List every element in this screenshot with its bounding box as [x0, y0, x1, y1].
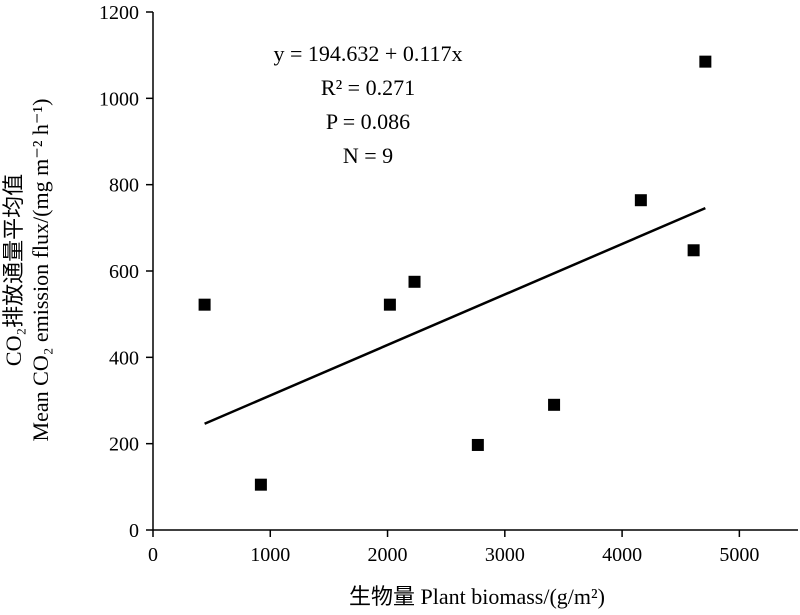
- equation-label: y = 194.632 + 0.117x: [274, 41, 463, 66]
- data-point: [471, 438, 484, 451]
- y-ticks: 0 200 400 600 800 1000 1200: [99, 2, 153, 542]
- data-point: [634, 194, 647, 207]
- p-value-label: P = 0.086: [326, 109, 410, 134]
- x-tick-label: 3000: [485, 544, 525, 566]
- data-point: [687, 244, 700, 257]
- y-tick-label: 0: [129, 520, 139, 542]
- r-squared-label: R² = 0.271: [321, 75, 415, 100]
- regression-line: [204, 206, 706, 425]
- y-axis-title-line2: Mean CO₂ emission flux/(mg m⁻² h⁻¹): [28, 99, 53, 442]
- data-points: [198, 55, 712, 491]
- data-point: [254, 478, 267, 491]
- axes: [152, 12, 798, 531]
- x-tick-label: 1000: [250, 544, 290, 566]
- x-tick-label: 2000: [368, 544, 408, 566]
- x-axis-title: 生物量 Plant biomass/(g/m²): [349, 584, 605, 609]
- data-point: [408, 275, 421, 288]
- data-point: [699, 55, 712, 68]
- data-point: [198, 298, 211, 311]
- regression-equation: y = 194.632 + 0.117x R² = 0.271 P = 0.08…: [274, 41, 463, 168]
- data-point: [383, 298, 396, 311]
- y-tick-label: 1200: [99, 2, 139, 24]
- n-label: N = 9: [343, 143, 393, 168]
- x-tick-label: 4000: [602, 544, 642, 566]
- y-tick-label: 1000: [99, 88, 139, 110]
- x-ticks: 0 1000 2000 3000 4000 5000: [148, 530, 759, 566]
- y-tick-label: 400: [109, 347, 139, 369]
- y-tick-label: 800: [109, 175, 139, 197]
- y-axis-title-line1: CO₂排放通量平均值: [1, 174, 26, 366]
- data-point: [548, 398, 561, 411]
- x-tick-label: 0: [148, 544, 158, 566]
- y-tick-label: 600: [109, 261, 139, 283]
- x-tick-label: 5000: [719, 544, 759, 566]
- y-tick-label: 200: [109, 434, 139, 456]
